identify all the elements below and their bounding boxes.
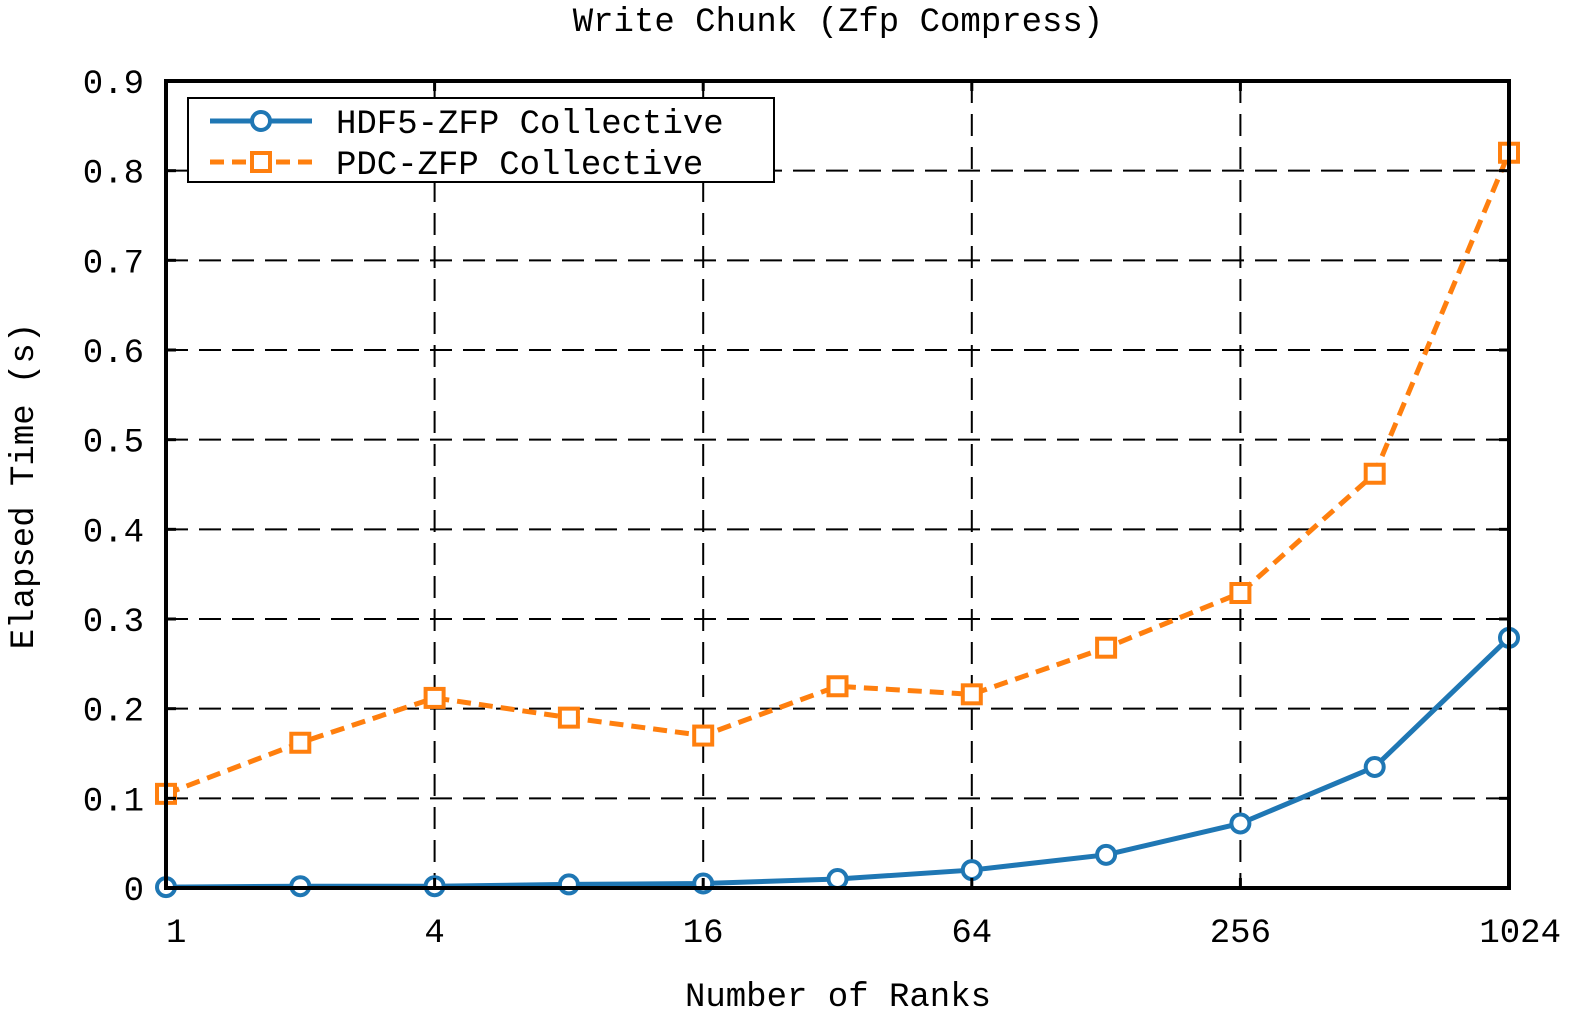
plot-frame (164, 79, 1511, 890)
tick-marks (164, 79, 1511, 890)
x-tick-label: 256 (1210, 915, 1271, 953)
data-point-square (1363, 462, 1386, 485)
grid-lines (166, 81, 1509, 888)
y-tick-label: 0.4 (83, 514, 144, 552)
x-axis-tick-labels: 1 4 16 64 256 1024 (166, 915, 1561, 953)
data-point-circle (1229, 812, 1252, 835)
x-tick-label: 1024 (1479, 915, 1561, 953)
data-point-square (557, 706, 580, 729)
data-point-square (423, 686, 446, 709)
data-point-square (1229, 581, 1252, 604)
series-line (165, 151, 1512, 797)
y-tick-label: 0.5 (83, 425, 144, 463)
data-point-circle (826, 868, 849, 891)
data-point-square (826, 675, 849, 698)
data-point-square (289, 731, 312, 754)
x-tick-label: 1 (166, 915, 186, 953)
legend-marker-circle (250, 110, 272, 132)
data-point-square (1095, 636, 1118, 659)
legend-label: HDF5-ZFP Collective (336, 106, 724, 144)
data-point-circle (960, 859, 983, 882)
series-1 (155, 626, 1520, 899)
data-point-square (692, 724, 715, 747)
y-tick-label: 0 (124, 873, 144, 911)
series-layer (155, 141, 1520, 899)
y-axis-label: Elapsed Time (s) (6, 323, 44, 649)
y-tick-label: 0.2 (83, 694, 144, 732)
legend-box (187, 97, 775, 183)
y-tick-label: 0.1 (83, 783, 144, 821)
x-tick-label: 64 (951, 915, 992, 953)
y-tick-label: 0.6 (83, 335, 144, 373)
y-tick-label: 0.3 (83, 604, 144, 642)
x-axis-label: Number of Ranks (685, 979, 991, 1014)
y-tick-label: 0.7 (83, 245, 144, 283)
y-axis-tick-labels: 0 0.1 0.2 0.3 0.4 0.5 0.6 0.7 0.8 0.9 (83, 66, 144, 911)
legend-label: PDC-ZFP Collective (336, 147, 703, 185)
y-tick-label: 0.8 (83, 156, 144, 194)
legend-marker-square (250, 151, 272, 173)
chart-title: Write Chunk (Zfp Compress) (573, 4, 1104, 42)
y-tick-label: 0.9 (83, 66, 144, 104)
data-point-circle (1363, 755, 1386, 778)
data-point-circle (557, 873, 580, 896)
series-2 (155, 141, 1520, 805)
x-tick-label: 16 (683, 915, 724, 953)
data-point-circle (1095, 843, 1118, 866)
data-point-square (960, 683, 983, 706)
series-line (165, 636, 1511, 890)
x-tick-label: 4 (424, 915, 444, 953)
